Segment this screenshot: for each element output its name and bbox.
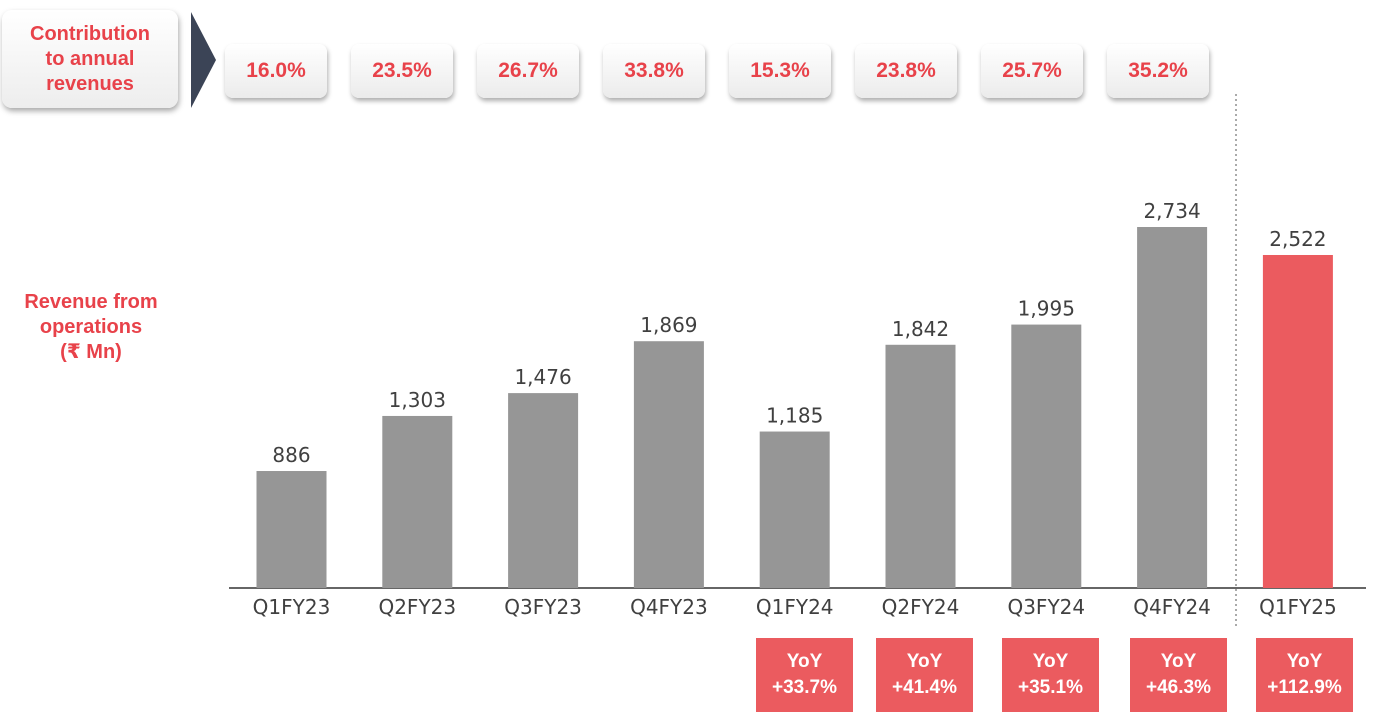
bar-q1fy25 [1262,254,1333,589]
yoy-label: YoY [786,651,823,672]
yoy-label: YoY [1160,651,1197,672]
contribution-percent-box: 23.8% [855,44,957,98]
bar-q3fy23 [508,393,579,588]
bar-q2fy23 [382,415,453,588]
contribution-percent-box: 35.2% [1107,44,1209,98]
x-tick-label: Q3FY23 [504,595,582,619]
contribution-percent-box: 23.5% [351,44,453,98]
x-tick-label: Q2FY24 [882,595,960,619]
bar-value-label: 1,842 [892,317,949,341]
contribution-percent-box: 25.7% [981,44,1083,98]
x-tick-label: Q4FY23 [630,595,708,619]
yoy-value: +35.1% [1018,677,1083,698]
bar-q1fy24 [759,431,830,588]
yoy-label: YoY [906,651,943,672]
contribution-percent-box: 15.3% [729,44,831,98]
bar-value-label: 2,522 [1269,227,1326,251]
yoy-growth-box: YoY +46.3% [1130,638,1227,712]
bar-value-label: 2,734 [1143,199,1200,223]
bar-value-label: 1,476 [514,365,571,389]
yoy-value: +41.4% [892,677,957,698]
contribution-percent-box: 26.7% [477,44,579,98]
bar-q2fy24 [885,344,956,588]
contribution-label: Contribution to annual revenues [2,10,178,108]
x-tick-label: Q1FY24 [756,595,834,619]
yoy-growth-box: YoY +35.1% [1002,638,1099,712]
bar-value-label: 1,995 [1018,297,1075,321]
yoy-value: +46.3% [1146,677,1211,698]
yoy-growth-box: YoY +41.4% [876,638,973,712]
x-tick-label: Q2FY23 [378,595,456,619]
arrow-right-icon [191,12,216,108]
contribution-percent-box: 33.8% [603,44,705,98]
contribution-percent-box: 16.0% [225,44,327,98]
bar-q3fy24 [1011,324,1082,588]
yoy-value: +33.7% [772,677,837,698]
revenue-axis-label: Revenue from operations (₹ Mn) [24,291,158,363]
bar-q4fy23 [633,341,704,588]
yoy-label: YoY [1032,651,1069,672]
bar-value-label: 886 [272,443,310,467]
yoy-label: YoY [1286,651,1323,672]
yoy-growth-box: YoY +33.7% [756,638,853,712]
x-tick-label: Q3FY24 [1007,595,1085,619]
bar-value-label: 1,185 [766,404,823,428]
bar-q4fy24 [1137,227,1208,588]
bar-value-label: 1,869 [640,313,697,337]
yoy-growth-box: YoY +112.9% [1256,638,1353,712]
x-tick-label: Q4FY24 [1133,595,1211,619]
bar-value-label: 1,303 [389,388,446,412]
x-tick-label: Q1FY23 [253,595,331,619]
bar-q1fy23 [256,471,327,588]
yoy-value: +112.9% [1267,677,1342,698]
x-tick-label: Q1FY25 [1259,595,1337,619]
